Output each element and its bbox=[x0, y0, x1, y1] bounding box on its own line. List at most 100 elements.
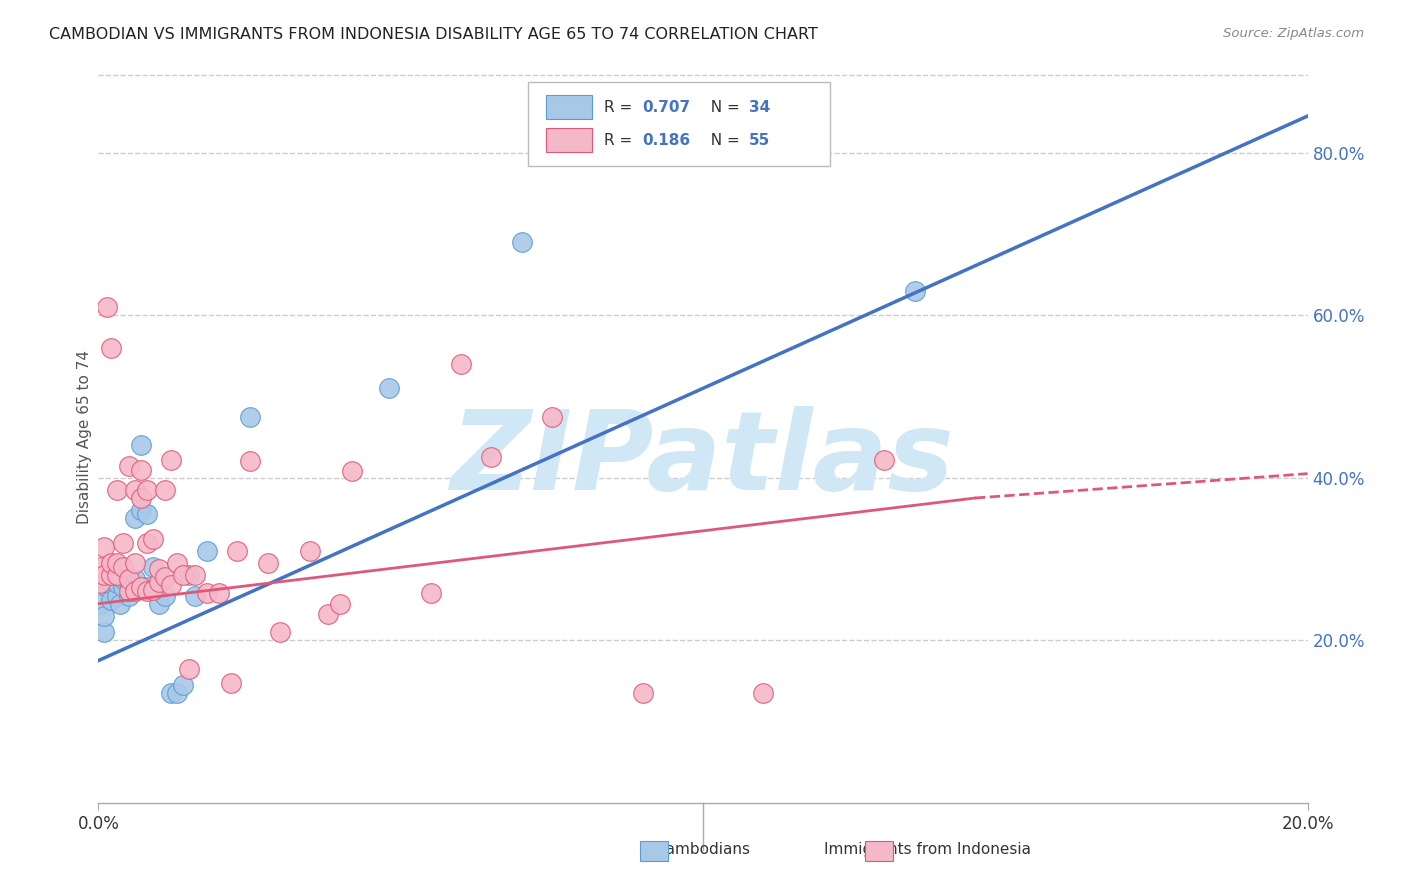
Text: 34: 34 bbox=[749, 100, 770, 115]
Point bbox=[108, 597, 131, 611]
Point bbox=[105, 589, 128, 603]
Point bbox=[111, 535, 134, 549]
Point bbox=[96, 300, 118, 314]
Point bbox=[96, 581, 118, 595]
Point bbox=[100, 592, 122, 607]
Point bbox=[111, 581, 134, 595]
Point bbox=[142, 560, 165, 574]
Point bbox=[377, 381, 399, 395]
Point bbox=[153, 483, 176, 497]
Point bbox=[239, 409, 262, 424]
Point bbox=[269, 625, 291, 640]
Point bbox=[103, 572, 125, 586]
Point bbox=[118, 458, 141, 473]
Point bbox=[129, 491, 152, 505]
Point bbox=[105, 568, 128, 582]
Point bbox=[135, 535, 157, 549]
Point bbox=[135, 483, 157, 497]
Point bbox=[195, 544, 218, 558]
Point bbox=[329, 597, 352, 611]
Point bbox=[148, 597, 170, 611]
Point bbox=[299, 544, 322, 558]
Point bbox=[124, 483, 146, 497]
Point bbox=[752, 686, 775, 700]
Text: 0.186: 0.186 bbox=[643, 133, 690, 147]
Point bbox=[105, 556, 128, 570]
Point bbox=[90, 560, 112, 574]
Point bbox=[118, 589, 141, 603]
Point bbox=[342, 464, 364, 478]
Point bbox=[90, 597, 112, 611]
Point bbox=[166, 556, 188, 570]
Point bbox=[118, 572, 141, 586]
Point bbox=[105, 576, 128, 591]
Text: Immigrants from Indonesia: Immigrants from Indonesia bbox=[824, 842, 1032, 856]
Point bbox=[160, 453, 183, 467]
Point bbox=[540, 409, 562, 424]
Point bbox=[135, 508, 157, 522]
Point bbox=[166, 686, 188, 700]
Point bbox=[172, 678, 194, 692]
Point bbox=[129, 438, 152, 452]
Point bbox=[135, 584, 157, 599]
Point bbox=[179, 568, 201, 582]
Point bbox=[93, 568, 115, 582]
Point bbox=[153, 589, 176, 603]
Point bbox=[124, 556, 146, 570]
Point bbox=[142, 532, 165, 546]
Point bbox=[124, 572, 146, 586]
Text: R =: R = bbox=[603, 100, 637, 115]
Point bbox=[904, 284, 927, 298]
Point bbox=[129, 503, 152, 517]
Point bbox=[179, 662, 201, 676]
Point bbox=[256, 556, 278, 570]
Text: 0.707: 0.707 bbox=[643, 100, 690, 115]
Point bbox=[93, 540, 115, 554]
Point bbox=[89, 576, 111, 591]
Text: ZIPatlas: ZIPatlas bbox=[451, 406, 955, 513]
Point bbox=[510, 235, 533, 249]
Point bbox=[239, 454, 262, 468]
Point bbox=[184, 568, 207, 582]
Point bbox=[221, 675, 243, 690]
Point bbox=[135, 581, 157, 595]
Point bbox=[481, 450, 503, 465]
Point bbox=[208, 586, 231, 600]
Point bbox=[111, 572, 134, 586]
Point bbox=[195, 586, 218, 600]
Point bbox=[142, 582, 165, 597]
Point bbox=[100, 568, 122, 582]
Point bbox=[129, 581, 152, 595]
FancyBboxPatch shape bbox=[527, 82, 830, 167]
Point bbox=[111, 560, 134, 574]
Point bbox=[148, 574, 170, 589]
Point bbox=[129, 462, 152, 476]
Y-axis label: Disability Age 65 to 74: Disability Age 65 to 74 bbox=[77, 350, 91, 524]
Point bbox=[100, 556, 122, 570]
Text: R =: R = bbox=[603, 133, 637, 147]
Point bbox=[124, 511, 146, 525]
Point bbox=[100, 341, 122, 355]
Text: 55: 55 bbox=[749, 133, 770, 147]
Bar bbox=[546, 95, 592, 119]
Point bbox=[316, 607, 339, 622]
Point bbox=[873, 453, 896, 467]
Point bbox=[100, 576, 122, 591]
Point bbox=[148, 562, 170, 576]
Text: CAMBODIAN VS IMMIGRANTS FROM INDONESIA DISABILITY AGE 65 TO 74 CORRELATION CHART: CAMBODIAN VS IMMIGRANTS FROM INDONESIA D… bbox=[49, 27, 818, 42]
Point bbox=[93, 625, 115, 640]
Point bbox=[105, 483, 128, 497]
Point bbox=[450, 357, 472, 371]
Point bbox=[226, 544, 249, 558]
Text: Cambodians: Cambodians bbox=[655, 842, 751, 856]
Point bbox=[118, 576, 141, 591]
Point bbox=[160, 686, 183, 700]
Point bbox=[124, 581, 146, 595]
Text: Source: ZipAtlas.com: Source: ZipAtlas.com bbox=[1223, 27, 1364, 40]
Bar bbox=[546, 128, 592, 152]
Point bbox=[631, 686, 654, 700]
Point bbox=[153, 570, 176, 584]
Text: N =: N = bbox=[700, 100, 744, 115]
Point bbox=[160, 578, 183, 592]
Point bbox=[172, 568, 194, 582]
